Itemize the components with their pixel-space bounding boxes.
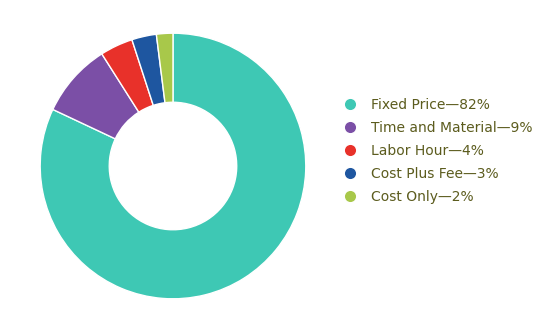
Wedge shape xyxy=(132,34,165,105)
Wedge shape xyxy=(102,40,153,112)
Wedge shape xyxy=(40,33,306,299)
Legend: Fixed Price—82%, Time and Material—9%, Labor Hour—4%, Cost Plus Fee—3%, Cost Onl: Fixed Price—82%, Time and Material—9%, L… xyxy=(330,92,538,210)
Wedge shape xyxy=(53,54,139,139)
Wedge shape xyxy=(156,33,173,103)
